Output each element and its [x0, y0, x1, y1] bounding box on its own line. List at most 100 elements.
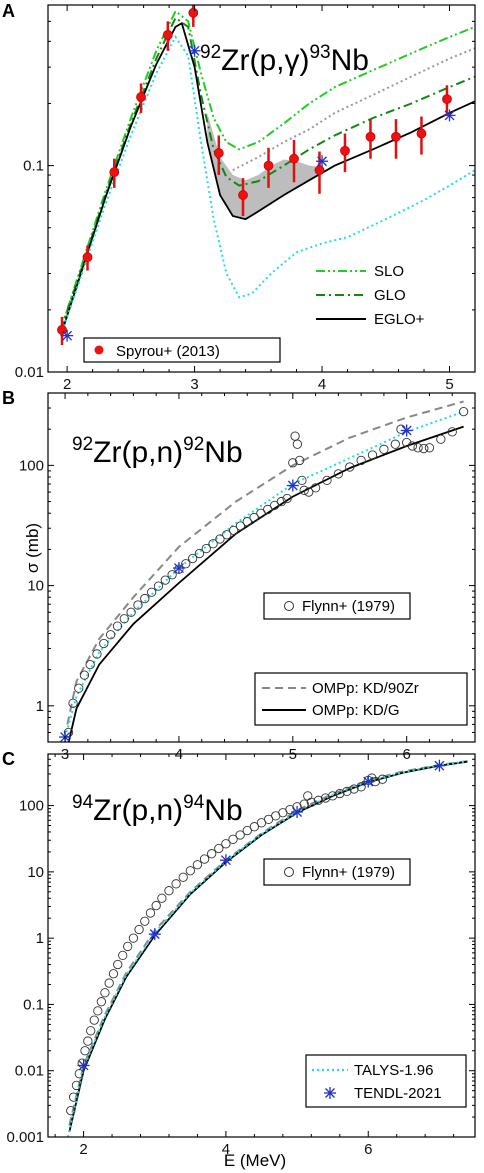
tendl-point-d2 [434, 760, 445, 771]
panel-b-legend-lines: OMPp: KD/90Zr OMPp: KD/G [254, 672, 468, 726]
data-point [162, 29, 173, 40]
data-point [356, 782, 366, 792]
data-point [134, 924, 144, 935]
data-point [68, 1092, 79, 1102]
data-point [194, 548, 205, 559]
data-point [207, 849, 217, 859]
panel-b-legend-exp: Flynn+ (1979) [263, 592, 411, 620]
y-tick-label: 1 [36, 698, 44, 715]
data-point [86, 1026, 96, 1036]
data-point [188, 7, 199, 18]
data-point [310, 483, 321, 493]
legend-label-1: OMPp: KD/G [312, 702, 400, 719]
data-point [79, 670, 90, 680]
data-point [85, 659, 95, 670]
data-point [153, 581, 164, 591]
data-point [89, 1015, 99, 1025]
data-point [82, 252, 93, 263]
data-point [68, 698, 78, 708]
data-point [178, 872, 188, 882]
data-point [263, 160, 274, 171]
data-point [119, 614, 129, 624]
x-tick-label: 5 [445, 376, 453, 393]
data-point [222, 530, 232, 540]
legend-box [305, 1054, 467, 1108]
data-point [214, 843, 224, 854]
plot-area-0 [57, 5, 475, 346]
series-line-3 [59, 21, 475, 336]
data-point [108, 969, 119, 979]
data-point [377, 774, 388, 784]
legend-label-1: TENDL-2021 [354, 1085, 442, 1102]
data-point [304, 487, 314, 497]
data-point [276, 496, 287, 507]
x-tick-label: 2 [79, 1141, 87, 1158]
data-point [289, 153, 299, 164]
data-point [80, 1046, 90, 1056]
data-point [447, 427, 457, 437]
legend-label-0: SLO [374, 263, 404, 280]
tendl-point-d2 [220, 855, 231, 866]
legend-marker [94, 345, 104, 355]
y-tick-label: 10 [27, 578, 44, 595]
panel-c-xlabel: E (MeV) [224, 1151, 286, 1170]
legend-label-exp: Flynn+ (1979) [302, 864, 395, 881]
data-point [303, 791, 313, 801]
data-point [104, 978, 114, 988]
data-point [390, 439, 400, 449]
tendl-point-d2 [317, 156, 328, 167]
data-point [356, 455, 366, 466]
tendl-point-d2 [444, 110, 455, 121]
y-tick-label: 0.01 [15, 1063, 44, 1080]
tendl-point [61, 329, 74, 342]
data-point [335, 788, 345, 799]
panel-label-a: A [2, 1, 15, 21]
data-point [419, 443, 429, 454]
legend-marker [284, 867, 294, 877]
data-point [92, 649, 102, 659]
tendl-point [400, 424, 413, 437]
data-point [416, 128, 427, 139]
tendl-point [172, 562, 185, 575]
panel-c-title: 94Zr(p,n)94Nb [72, 792, 243, 827]
tendl-point [362, 775, 375, 788]
data-point [140, 593, 150, 604]
data-point [235, 521, 246, 531]
data-point [242, 825, 252, 836]
data-point [333, 469, 344, 479]
data-point [342, 786, 352, 796]
y-tick-label: 0.1 [23, 158, 44, 175]
panel-c-plot: 2 4 6 0.001 0.01 0.1 1 10 100 Flynn+ (1979) TALYS-… [6, 753, 476, 1158]
legend-box [263, 592, 411, 620]
legend-label-0: OMPp: KD/90Zr [312, 680, 419, 697]
x-tick-label: 4 [318, 376, 326, 393]
data-point [201, 543, 211, 554]
data-point [171, 879, 181, 889]
x-tick-label: 2 [63, 376, 71, 393]
data-point [367, 450, 378, 460]
tendl-point-d2 [363, 776, 374, 787]
data-point [345, 462, 355, 472]
tendl-point-d2 [62, 330, 73, 341]
tendl-point [433, 759, 446, 772]
panel-a-legend-lines: SLO GLO EGLO+ [316, 263, 425, 328]
y-tick-label: 100 [19, 457, 44, 474]
data-point [391, 131, 401, 142]
data-point [396, 424, 406, 434]
tendl-point [316, 155, 329, 168]
legend-label-0: TALYS-1.96 [354, 1062, 433, 1079]
data-point [379, 444, 389, 454]
data-point [74, 683, 84, 693]
data-point [83, 1036, 93, 1046]
tendl-point [443, 109, 456, 122]
data-point [294, 455, 305, 466]
data-point [228, 834, 238, 844]
data-point [322, 475, 332, 486]
data-point [181, 559, 191, 569]
legend-marker [284, 601, 294, 611]
uncertainty-band [207, 112, 322, 220]
data-point [292, 439, 303, 449]
y-tick-label: 100 [19, 798, 44, 815]
data-point [192, 860, 203, 870]
